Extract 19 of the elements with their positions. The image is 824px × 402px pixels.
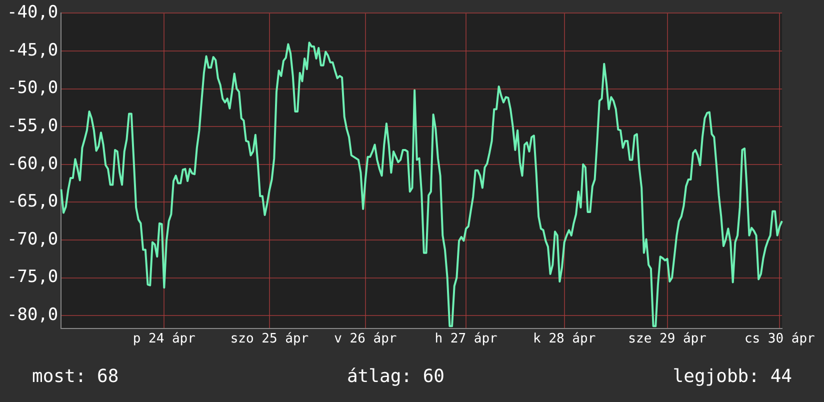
x-tick-label: szo 25 ápr xyxy=(230,332,309,347)
y-tick-label: -80,0 xyxy=(6,304,58,325)
y-tick-label: -50,0 xyxy=(6,78,58,98)
x-tick-label: p 24 ápr xyxy=(132,332,196,347)
y-tick-label: -40,0 xyxy=(6,2,58,23)
text: most: 68 xyxy=(32,366,119,386)
y-tick-label: -70,0 xyxy=(6,229,58,250)
y-tick-label: -55,0 xyxy=(6,116,58,136)
text: átlag: 60 xyxy=(346,366,445,386)
y-tick-label: -75,0 xyxy=(6,267,58,288)
x-tick-label: sze 29 ápr xyxy=(628,332,707,347)
x-tick-label: v 26 ápr xyxy=(334,332,397,347)
y-tick-label: -65,0 xyxy=(6,192,58,212)
x-tick-label: h 27 ápr xyxy=(434,332,498,347)
x-tick-label: k 28 ápr xyxy=(533,332,596,347)
x-tick-label: cs 30 ápr xyxy=(744,332,816,347)
y-tick-label: -45,0 xyxy=(6,40,58,60)
y-tick-label: -60,0 xyxy=(6,154,58,174)
text: legjobb: 44 xyxy=(672,366,792,386)
